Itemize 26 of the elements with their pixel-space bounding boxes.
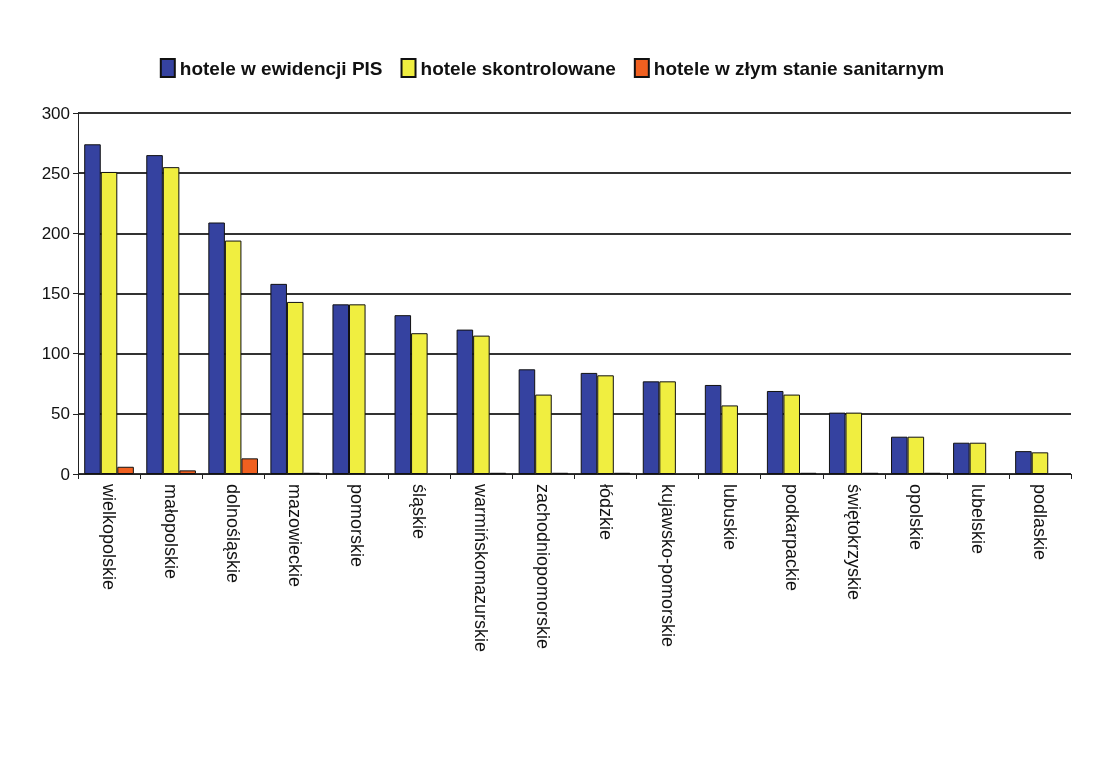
y-tick-label: 150 xyxy=(41,284,70,303)
y-tick-label: 0 xyxy=(60,464,70,484)
x-tick-label: kujawsko-pomorskie xyxy=(657,484,678,648)
y-tick-label: 250 xyxy=(41,163,70,183)
x-tick-label: zachodniopomorskie xyxy=(533,484,554,650)
x-tick-label: warmińskomazurskie xyxy=(471,483,492,653)
y-tick-label: 100 xyxy=(41,344,70,364)
x-tick-label: podlaskie xyxy=(1029,484,1050,561)
legend-label: hotele w ewidencji PIS xyxy=(179,57,383,79)
x-tick-label: pomorskie xyxy=(347,484,368,568)
x-tick-label: opolskie xyxy=(905,484,926,551)
x-tick-label: świętokrzyskie xyxy=(843,484,864,601)
x-tick-label: łódzkie xyxy=(595,484,616,541)
y-tick-label: 200 xyxy=(41,223,70,243)
x-tick-label: wielkopolskie xyxy=(99,483,120,591)
x-tick-label: małopolskie xyxy=(161,484,182,580)
x-tick-label: lubelskie xyxy=(967,484,988,555)
x-tick-label: mazowieckie xyxy=(285,484,306,588)
y-tick-label: 300 xyxy=(41,103,70,123)
x-tick-label: podkarpackie xyxy=(781,484,802,592)
legend-label: hotele w złym stanie sanitarnym xyxy=(653,57,945,79)
x-tick-label: dolnośląskie xyxy=(223,484,244,584)
y-tick-label: 50 xyxy=(51,404,70,424)
x-tick-label: lubuskie xyxy=(719,484,740,551)
legend-label: hotele skontrolowane xyxy=(420,57,616,79)
x-tick-label: śląskie xyxy=(409,484,430,540)
